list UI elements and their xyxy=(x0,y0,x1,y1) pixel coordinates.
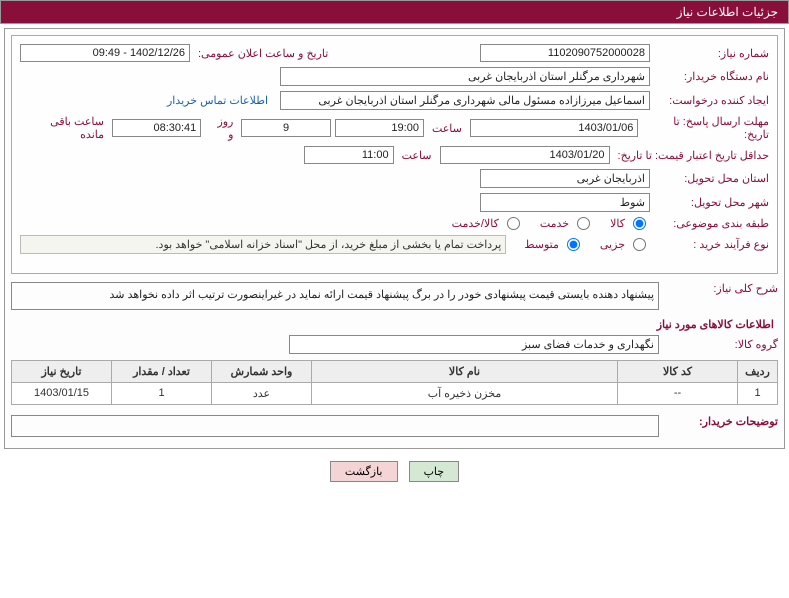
radio-minor[interactable] xyxy=(633,238,646,251)
requester-name: اسماعیل میرزازاده مسئول مالی شهرداری مرگ… xyxy=(280,91,650,110)
requester-label: ایجاد کننده درخواست: xyxy=(654,94,769,107)
city: شوط xyxy=(480,193,650,212)
city-label: شهر محل تحویل: xyxy=(654,196,769,209)
validity-label: حداقل تاریخ اعتبار قیمت: تا تاریخ: xyxy=(614,149,769,162)
announce-label: تاریخ و ساعت اعلان عمومی: xyxy=(194,47,332,60)
buyer-name: شهرداری مرگنلر استان اذربایجان غربی xyxy=(280,67,650,86)
need-description: پیشنهاد دهنده بایستی قیمت پیشنهادی خودر … xyxy=(11,282,659,310)
need-no-label: شماره نیاز: xyxy=(654,47,769,60)
buyer-contact-link[interactable]: اطلاعات تماس خریدار xyxy=(167,94,268,107)
deadline-date: 1403/01/06 xyxy=(470,119,639,137)
goods-table: ردیف کد کالا نام کالا واحد شمارش تعداد /… xyxy=(11,360,778,405)
radio-medium[interactable] xyxy=(567,238,580,251)
buyer-notes xyxy=(11,415,659,437)
radio-service[interactable] xyxy=(577,217,590,230)
buyer-label: نام دستگاه خریدار: xyxy=(654,70,769,83)
province-label: استان محل تحویل: xyxy=(654,172,769,185)
back-button[interactable]: بازگشت xyxy=(330,461,398,482)
main-panel: شماره نیاز: 1102090752000028 تاریخ و ساع… xyxy=(11,35,778,274)
payment-note: پرداخت تمام یا بخشی از مبلغ خرید، از محل… xyxy=(20,235,506,254)
goods-group: نگهداری و خدمات فضای سبز xyxy=(289,335,659,354)
days-remaining: 9 xyxy=(241,119,330,137)
province: اذربایجان غربی xyxy=(480,169,650,188)
page-title: جزئیات اطلاعات نیاز xyxy=(0,0,789,24)
deadline-time: 19:00 xyxy=(335,119,424,137)
need-no: 1102090752000028 xyxy=(480,44,650,62)
category-label: طبقه بندی موضوعی: xyxy=(654,217,769,230)
deadline-label: مهلت ارسال پاسخ: تا تاریخ: xyxy=(642,115,769,141)
radio-goods-service[interactable] xyxy=(507,217,520,230)
group-label: گروه کالا: xyxy=(663,338,778,351)
radio-goods[interactable] xyxy=(633,217,646,230)
process-label: نوع فرآیند خرید : xyxy=(654,238,769,251)
desc-label: شرح کلی نیاز: xyxy=(663,282,778,295)
validity-date: 1403/01/20 xyxy=(440,146,610,164)
validity-time: 11:00 xyxy=(304,146,394,164)
print-button[interactable]: چاپ xyxy=(409,461,460,482)
buyer-notes-label: توضیحات خریدار: xyxy=(663,415,778,428)
time-remaining: 08:30:41 xyxy=(112,119,201,137)
goods-section-title: اطلاعات کالاهای مورد نیاز xyxy=(15,318,774,331)
announce-date: 1402/12/26 - 09:49 xyxy=(20,44,190,62)
table-row: 1 -- مخزن ذخیره آب عدد 1 1403/01/15 xyxy=(12,382,778,404)
